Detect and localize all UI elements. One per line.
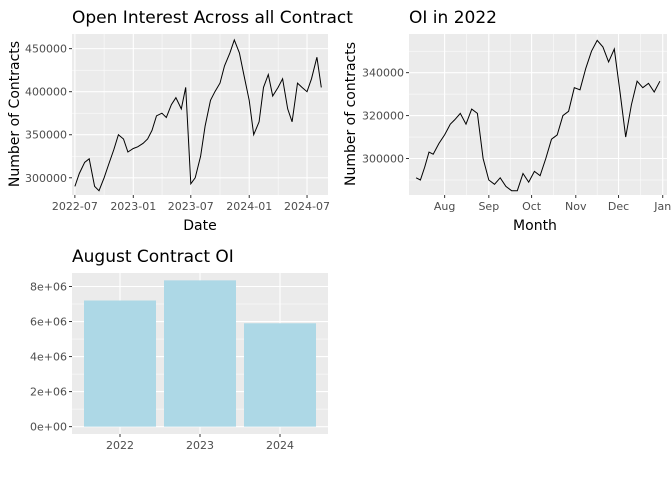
y-tick-label: 320000	[362, 110, 404, 123]
chart3-x-ticks: 2022 2023 2024	[106, 434, 294, 452]
chart2-y-axis-label: Number of contracts	[343, 42, 359, 186]
y-tick-label: 300000	[25, 172, 67, 185]
x-tick-label: 2022	[106, 439, 134, 452]
chart1-y-axis-label: Number of Contracts	[7, 41, 23, 187]
y-tick-label: 300000	[362, 153, 404, 166]
x-tick-label: 2023-01	[110, 200, 156, 213]
chart-open-interest-all: Open Interest Across all Contract 300000…	[7, 8, 353, 234]
x-tick-label: 2024-07	[284, 200, 330, 213]
chart2-y-ticks: 300000 320000 340000	[362, 67, 409, 166]
chart1-x-axis-label: Date	[183, 218, 216, 234]
chart1-y-ticks: 300000 350000 400000 450000	[25, 43, 72, 185]
bar-2023	[164, 280, 236, 427]
bar-2022	[84, 300, 156, 427]
y-tick-label: 400000	[25, 86, 67, 99]
chart3-bars	[84, 280, 316, 427]
x-tick-label: Sep	[478, 200, 499, 213]
chart2-gridlines	[409, 34, 667, 195]
x-tick-label: Oct	[522, 200, 542, 213]
x-tick-label: Dec	[608, 200, 629, 213]
y-tick-label: 2e+06	[30, 386, 67, 399]
chart1-x-ticks: 2022-07 2023-01 2023-07 2024-01 2024-07	[52, 195, 330, 213]
y-tick-label: 0e+00	[30, 421, 67, 434]
chart2-panel	[409, 34, 667, 195]
y-tick-label: 6e+06	[30, 316, 67, 329]
chart-oi-2022: OI in 2022 300000 320000 340000 Aug Sep Oct N…	[343, 8, 671, 234]
chart2-series-line	[415, 39, 661, 192]
chart1-series-line	[74, 38, 322, 192]
x-tick-label: 2024	[266, 439, 294, 452]
chart3-y-ticks: 0e+00 2e+06 4e+06 6e+06 8e+06	[30, 280, 72, 434]
x-tick-label: Jan	[653, 200, 671, 213]
chart1-panel	[72, 34, 328, 195]
x-tick-label: Aug	[434, 200, 455, 213]
x-tick-label: Nov	[565, 200, 587, 213]
y-tick-label: 350000	[25, 129, 67, 142]
y-tick-label: 450000	[25, 43, 67, 56]
x-tick-label: 2023	[186, 439, 214, 452]
y-tick-label: 4e+06	[30, 351, 67, 364]
y-tick-label: 8e+06	[30, 280, 67, 293]
x-tick-label: 2024-01	[226, 200, 272, 213]
x-tick-label: 2023-07	[168, 200, 214, 213]
bar-2024	[244, 323, 316, 427]
chart1-gridlines	[72, 34, 328, 195]
chart2-x-ticks: Aug Sep Oct Nov Dec Jan	[434, 195, 671, 213]
chart1-title: Open Interest Across all Contract	[72, 8, 353, 28]
x-tick-label: 2022-07	[52, 200, 98, 213]
chart2-title: OI in 2022	[409, 8, 497, 28]
chart3-title: August Contract OI	[72, 247, 234, 267]
chart-august-contract-oi: August Contract OI 0e+00 2e+06 4e+06 6e+06 8…	[30, 247, 328, 452]
chart2-x-axis-label: Month	[513, 218, 557, 234]
y-tick-label: 340000	[362, 67, 404, 80]
